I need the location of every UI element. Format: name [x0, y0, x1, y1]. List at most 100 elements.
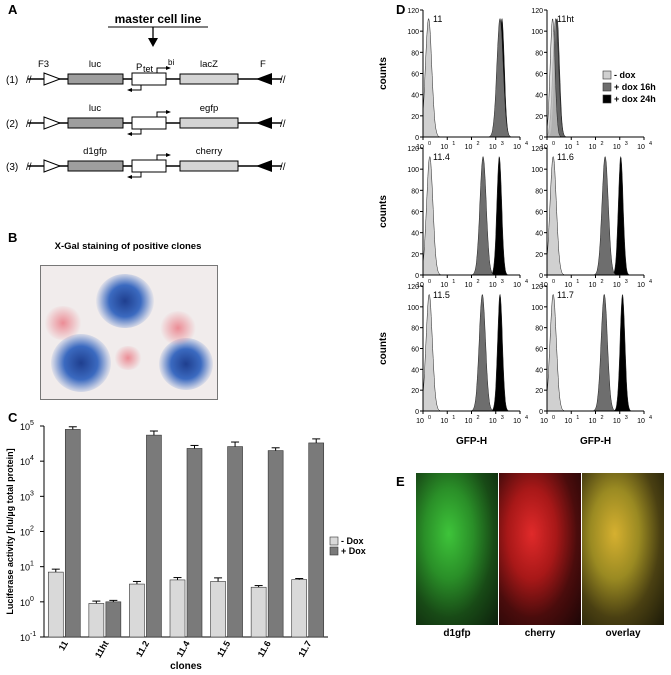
y-tick-exponent: 2	[30, 526, 34, 533]
x-tick-exponent: 4	[525, 279, 528, 285]
y-tick-label: 20	[411, 252, 419, 259]
y-tick-label: 0	[415, 273, 419, 280]
panel-label-c: C	[8, 410, 18, 425]
histogram-dox-24h	[547, 156, 644, 276]
break-mark-left: //	[26, 119, 32, 130]
x-tick-exponent: 1	[576, 141, 579, 147]
x-tick-label: 10	[613, 144, 621, 151]
x-tick-label: 11.7	[296, 639, 313, 659]
construct-number: (1)	[6, 75, 18, 86]
y-tick-label: 120	[531, 146, 543, 153]
x-tick-label: 11ht	[93, 639, 111, 660]
construct-number: (2)	[6, 119, 18, 130]
histogram-dox-24h	[547, 293, 644, 412]
x-tick-label: 10	[440, 282, 448, 289]
x-tick-label: 10	[465, 282, 473, 289]
histogram-minus-dox	[422, 155, 520, 276]
y-tick-label: 0	[539, 273, 543, 280]
construct-diagram: master cell line (1) // // luc lacZ F3 F P tet bi…	[6, 12, 286, 179]
d1gfp-label: d1gfp	[443, 628, 471, 639]
y-tick-label: 20	[535, 388, 543, 395]
bar-minus-dox	[47, 571, 64, 638]
x-axis-label: GFP-H	[580, 436, 611, 447]
legend-label: + dox 24h	[614, 94, 656, 104]
f3-site	[43, 116, 62, 130]
histogram-dox-16h	[423, 17, 520, 138]
pink-colony	[43, 306, 83, 340]
x-tick-label: 10	[440, 144, 448, 151]
promoter-arrowhead-left	[127, 132, 132, 136]
construct-number: (3)	[6, 162, 18, 173]
y-tick-exponent: 3	[30, 490, 34, 497]
histogram-dox-16h	[423, 294, 520, 412]
f3-label: F3	[38, 59, 49, 70]
y-tick-label: 10	[20, 492, 30, 502]
x-tick-exponent: 3	[501, 279, 504, 285]
f-site	[256, 117, 272, 129]
x-tick-label: 10	[489, 418, 497, 425]
x-tick-label: 10	[465, 144, 473, 151]
y-tick-label: 80	[411, 50, 419, 57]
ptet-label: P	[136, 62, 142, 73]
f-site	[256, 73, 272, 85]
x-tick-label: 10	[637, 144, 645, 151]
panel-label-a: A	[8, 2, 18, 17]
xgal-staining-image	[40, 265, 218, 400]
legend-label: - dox	[614, 70, 636, 80]
cherry-label: cherry	[524, 628, 556, 639]
bar-plus-dox	[227, 446, 243, 638]
left-gene-label: d1gfp	[83, 146, 107, 157]
bar-plus-dox	[186, 448, 203, 638]
master-arrow-head	[148, 38, 158, 47]
x-tick-label: 10	[613, 418, 621, 425]
ptet-box	[131, 116, 167, 130]
x-tick-exponent: 3	[625, 141, 628, 147]
y-tick-label: 10	[20, 598, 30, 608]
y-axis-label: Luciferase activity [rlu/µg total protei…	[5, 448, 15, 614]
promoter-arrowhead-right	[166, 66, 171, 70]
x-tick-exponent: 0	[428, 415, 431, 421]
master-cell-line-label: master cell line	[115, 12, 202, 26]
x-tick-label: 11.5	[215, 639, 232, 659]
xgal-title: X-Gal staining of positive clones	[54, 241, 202, 252]
histogram-minus-dox	[422, 293, 520, 412]
legend-swatch	[329, 536, 339, 546]
histogram-minus-dox	[546, 155, 644, 276]
y-tick-label: 60	[535, 72, 543, 79]
y-tick-exponent: 1	[30, 561, 34, 568]
y-tick-label: 100	[531, 167, 543, 174]
x-tick-exponent: 2	[477, 279, 480, 285]
x-axis-label: GFP-H	[456, 436, 487, 447]
promoter-arrow-left	[130, 129, 142, 135]
x-tick-exponent: 2	[601, 141, 604, 147]
y-tick-label: 20	[411, 114, 419, 121]
x-tick-exponent: 4	[649, 141, 652, 147]
x-tick-label: 10	[465, 418, 473, 425]
histogram-dox-16h	[547, 155, 644, 276]
x-tick-label: 10	[440, 418, 448, 425]
y-tick-label: 120	[407, 8, 419, 15]
pink-colony	[113, 346, 143, 370]
x-tick-label: 11.2	[134, 639, 151, 659]
x-tick-label: 10	[513, 144, 521, 151]
y-tick-label: 0	[539, 409, 543, 416]
x-tick-exponent: 3	[501, 141, 504, 147]
x-tick-exponent: 2	[601, 279, 604, 285]
break-mark-left: //	[26, 75, 32, 86]
cherry-image	[499, 473, 581, 625]
y-tick-label: 10	[20, 528, 30, 538]
y-tick-label: 0	[415, 135, 419, 142]
x-tick-label: 10	[416, 418, 424, 425]
f-label: F	[260, 59, 266, 70]
x-tick-label: 10	[589, 418, 597, 425]
x-tick-exponent: 0	[552, 415, 555, 421]
x-tick-exponent: 3	[625, 415, 628, 421]
y-tick-label: 40	[411, 231, 419, 238]
y-tick-label: 100	[407, 305, 419, 312]
break-mark-right: //	[280, 75, 286, 86]
promoter-arrow-right	[156, 154, 168, 160]
x-tick-exponent: 4	[525, 415, 528, 421]
y-axis-label: counts	[378, 332, 389, 365]
x-tick-label: 10	[589, 144, 597, 151]
x-tick-exponent: 0	[428, 279, 431, 285]
